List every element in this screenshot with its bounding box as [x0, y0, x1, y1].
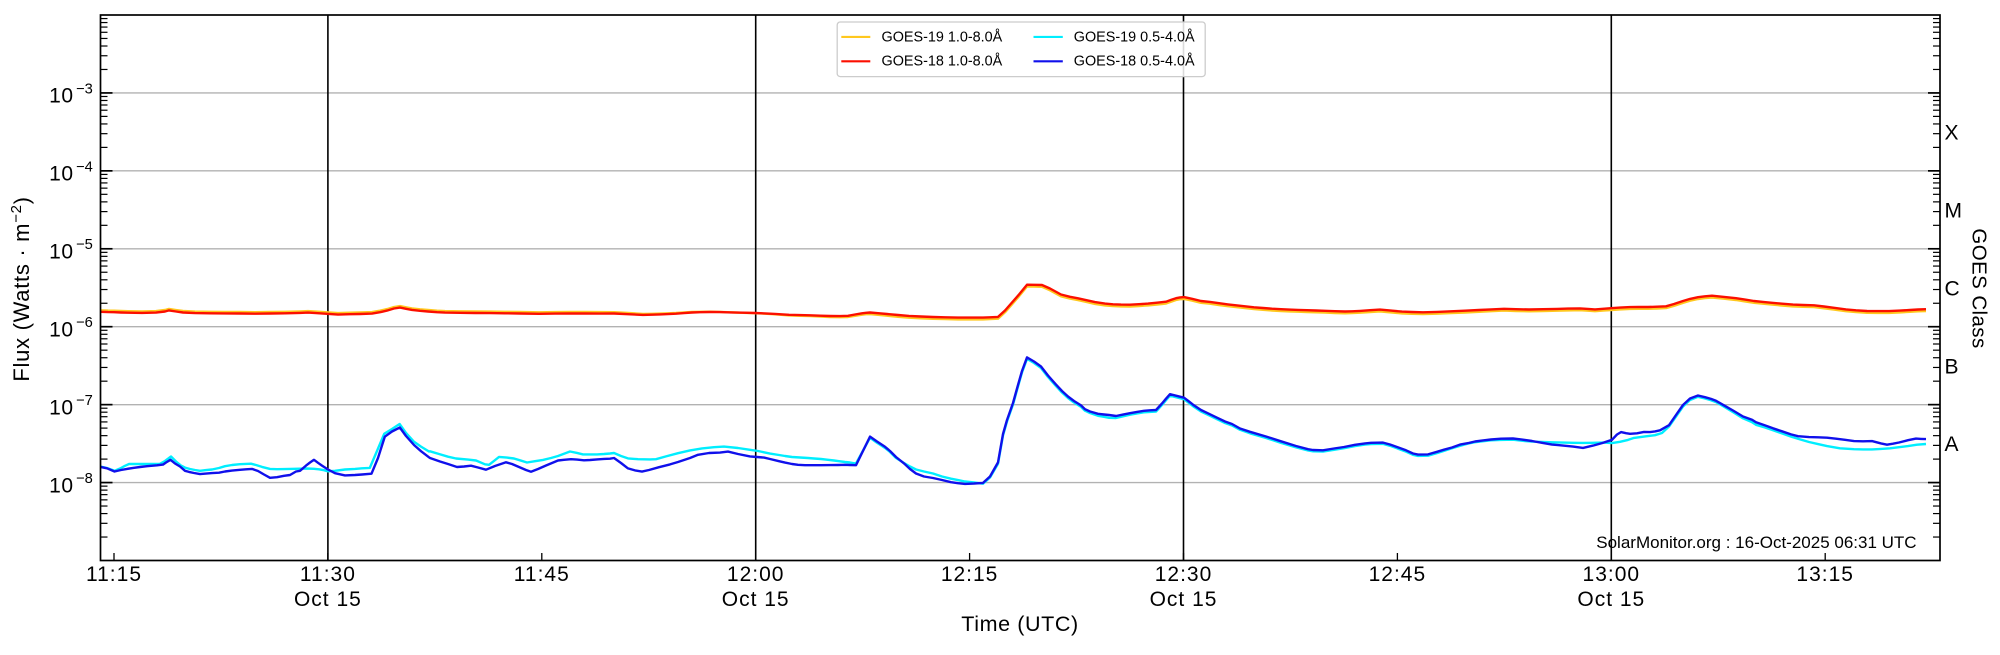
svg-text:10: 10 [49, 474, 73, 497]
svg-text:13:00: 13:00 [1583, 563, 1641, 586]
svg-text:−8: −8 [76, 471, 93, 487]
svg-text:−4: −4 [76, 159, 93, 175]
svg-text:10: 10 [49, 318, 73, 341]
svg-text:GOES-19 1.0-8.0Å: GOES-19 1.0-8.0Å [882, 28, 1003, 45]
svg-text:10: 10 [49, 241, 73, 264]
svg-text:X: X [1945, 122, 1959, 145]
svg-text:−3: −3 [76, 81, 93, 97]
svg-text:GOES Class: GOES Class [1968, 228, 1991, 348]
svg-text:12:45: 12:45 [1369, 563, 1427, 586]
svg-text:SolarMonitor.org : 16-Oct-2025: SolarMonitor.org : 16-Oct-2025 06:31 UTC [1596, 533, 1916, 552]
svg-text:Oct 15: Oct 15 [722, 588, 790, 611]
svg-text:−7: −7 [76, 393, 93, 409]
svg-text:GOES-18 0.5-4.0Å: GOES-18 0.5-4.0Å [1074, 53, 1195, 70]
svg-text:10: 10 [49, 163, 73, 186]
svg-text:12:30: 12:30 [1155, 563, 1213, 586]
svg-text:A: A [1945, 433, 1959, 456]
svg-text:11:15: 11:15 [86, 563, 142, 586]
svg-text:B: B [1945, 355, 1959, 378]
svg-text:Time (UTC): Time (UTC) [961, 612, 1078, 636]
svg-text:GOES-18 1.0-8.0Å: GOES-18 1.0-8.0Å [882, 53, 1003, 70]
svg-text:12:00: 12:00 [727, 563, 785, 586]
svg-text:GOES-19 0.5-4.0Å: GOES-19 0.5-4.0Å [1074, 28, 1195, 45]
svg-text:10: 10 [49, 396, 73, 419]
svg-text:−6: −6 [76, 315, 93, 331]
svg-text:C: C [1945, 277, 1960, 300]
svg-text:Flux (Watts · m−2): Flux (Watts · m−2) [8, 196, 34, 381]
svg-text:−5: −5 [76, 237, 93, 253]
svg-text:11:30: 11:30 [300, 563, 356, 586]
svg-text:12:15: 12:15 [941, 563, 999, 586]
svg-text:Oct 15: Oct 15 [1577, 588, 1645, 611]
svg-text:11:45: 11:45 [514, 563, 570, 586]
svg-text:10: 10 [49, 85, 73, 108]
svg-text:M: M [1945, 199, 1963, 222]
svg-text:Oct 15: Oct 15 [1150, 588, 1218, 611]
svg-text:13:15: 13:15 [1796, 563, 1854, 586]
svg-text:Oct 15: Oct 15 [294, 588, 362, 611]
